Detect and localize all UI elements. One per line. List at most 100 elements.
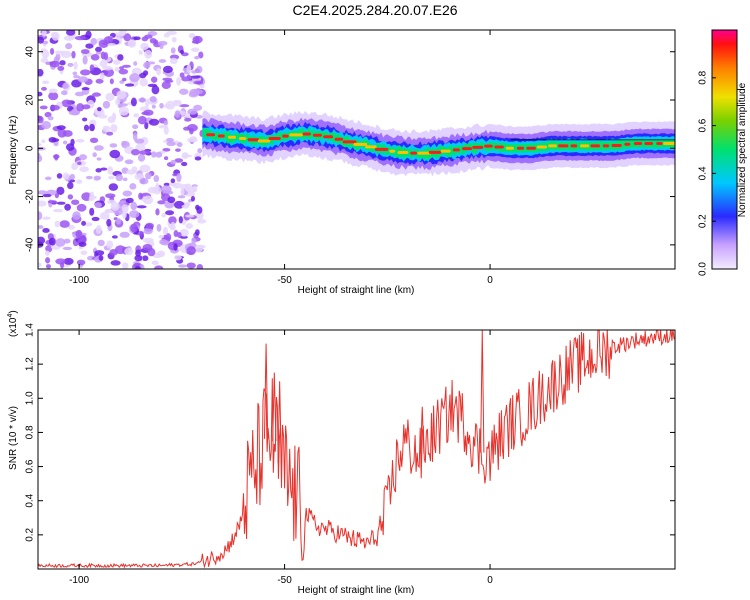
noise-blob <box>89 123 95 132</box>
page-title: C2E4.2025.284.20.07.E26 <box>292 2 458 18</box>
noise-blob <box>163 182 170 187</box>
noise-blob <box>119 200 127 204</box>
noise-blob <box>98 114 108 119</box>
noise-blob <box>59 220 70 228</box>
noise-blob <box>170 159 177 165</box>
noise-blob <box>194 156 202 161</box>
noise-blob <box>46 189 57 196</box>
noise-blob <box>97 239 105 247</box>
noise-blob <box>135 249 141 257</box>
spectrogram-x-tick-label: -50 <box>277 275 292 286</box>
noise-blob <box>190 195 195 202</box>
noise-blob <box>67 194 74 200</box>
noise-blob <box>139 78 148 87</box>
noise-blob <box>133 61 138 66</box>
ridge-peak <box>472 145 484 149</box>
noise-blob <box>54 220 61 228</box>
noise-blob <box>97 106 102 112</box>
noise-blob <box>38 115 44 124</box>
noise-blob <box>138 50 143 55</box>
noise-blob <box>194 229 200 236</box>
noise-blob <box>81 104 91 110</box>
noise-blob <box>88 197 95 202</box>
noise-blob <box>110 124 118 133</box>
noise-blob <box>180 187 185 196</box>
snr-x-ticks: -100 -50 0 <box>69 330 493 586</box>
snr-x-tick-label: -100 <box>69 575 89 586</box>
noise-blob <box>54 154 59 161</box>
ridge-peak <box>217 134 225 138</box>
noise-blob <box>95 78 104 84</box>
noise-blob <box>179 88 189 95</box>
noise-blob <box>162 226 169 236</box>
noise-blob <box>110 202 120 211</box>
ridge-peak <box>602 144 610 148</box>
noise-blob <box>108 183 119 191</box>
noise-blob <box>174 255 182 261</box>
snr-y-tick-label: 0.2 <box>25 527 36 541</box>
spectrogram-x-ticks: -100 -50 0 <box>69 30 493 286</box>
noise-blob <box>73 75 81 79</box>
noise-blob <box>40 57 49 63</box>
noise-blob <box>95 51 102 55</box>
noise-blob <box>138 72 147 79</box>
noise-blob <box>92 92 101 97</box>
noise-blob <box>179 228 189 237</box>
noise-blob <box>48 237 56 246</box>
noise-blob <box>119 231 130 238</box>
noise-blob <box>197 148 203 154</box>
noise-blob <box>65 143 75 152</box>
noise-blob <box>57 129 67 138</box>
noise-blob <box>89 64 95 72</box>
noise-blob <box>168 216 177 225</box>
noise-blob <box>72 211 81 220</box>
noise-blob <box>122 177 128 182</box>
colorbar-tick-label: 0.8 <box>698 70 709 84</box>
noise-blob <box>118 106 129 116</box>
noise-blob <box>80 49 90 55</box>
noise-blob <box>141 255 149 262</box>
snr-spike <box>420 406 425 454</box>
ridge-peak <box>342 140 357 144</box>
noise-blob <box>132 124 139 130</box>
noise-blob <box>139 177 149 185</box>
noise-blob <box>123 33 132 42</box>
snr-y-label: SNR (10 * v/v) <box>8 406 19 470</box>
noise-blob <box>155 151 163 158</box>
ridge-peak <box>644 141 654 145</box>
noise-blob <box>163 33 170 38</box>
noise-blob <box>176 76 182 86</box>
noise-blob <box>75 138 85 143</box>
noise-blob <box>137 153 146 162</box>
ridge-peak <box>494 145 504 149</box>
noise-blob <box>145 99 150 108</box>
snr-y-tick-label: 1.0 <box>25 391 36 405</box>
noise-blob <box>62 172 70 180</box>
noise-blob <box>94 250 105 256</box>
noise-blob <box>38 236 46 245</box>
noise-blob <box>145 222 154 229</box>
noise-blob <box>136 205 147 209</box>
spectrogram-y-tick-label: 0 <box>25 145 36 151</box>
ridge-peak <box>440 149 451 153</box>
noise-blob <box>161 212 167 218</box>
snr-y-ticks: 0.2 0.4 0.6 0.8 1.0 1.2 1.4 <box>25 323 675 542</box>
ridge-peak <box>334 137 344 141</box>
noise-blob <box>76 259 86 266</box>
noise-blob <box>143 61 151 69</box>
noise-blob <box>134 138 145 144</box>
noise-blob <box>38 36 44 44</box>
noise-blob <box>121 204 129 213</box>
noise-blob <box>62 83 69 89</box>
noise-blob <box>142 195 154 205</box>
noise-blob <box>181 161 188 167</box>
noise-blob <box>85 30 92 39</box>
snr-spike <box>277 381 282 464</box>
noise-blob <box>110 260 121 266</box>
spectrogram-y-ticks: -40 -20 0 20 40 <box>25 46 675 252</box>
noise-blob <box>141 111 151 116</box>
ridge-peak <box>365 145 377 149</box>
noise-blob <box>124 83 135 87</box>
noise-blob <box>38 91 43 97</box>
colorbar-tick-label: 0.2 <box>698 214 709 228</box>
